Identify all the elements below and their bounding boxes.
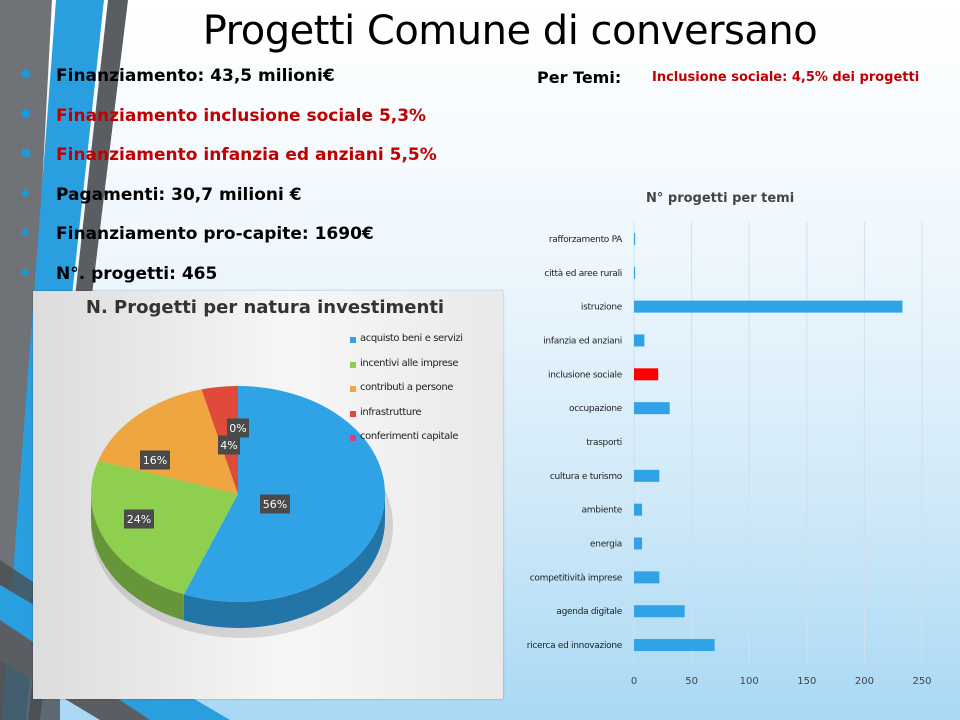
bullet-item: ◆ Finanziamento pro-capite: 1690€	[21, 224, 492, 264]
bar	[634, 300, 903, 313]
pie-legend-label: infrastrutture	[360, 406, 422, 418]
bullet-diamond-icon: ◆	[21, 264, 30, 278]
bullet-text: Pagamenti: 30,7 milioni €	[56, 184, 302, 205]
pie-data-label-box	[124, 509, 154, 529]
bar-category-label: competitività imprese	[530, 573, 623, 583]
bar-category-label: ambiente	[582, 506, 623, 516]
pie-data-label-text: 0%	[229, 422, 246, 435]
pie-data-label-text: 16%	[143, 454, 167, 467]
bullet-text: N°. progetti: 465	[56, 263, 218, 284]
pie-chart-title: N. Progetti per natura investimenti	[85, 297, 445, 318]
bullet-text: Finanziamento: 43,5 milioni€	[56, 66, 335, 86]
bullet-item: ◆ N°. progetti: 465	[21, 263, 492, 304]
pie-data-label: 16%	[140, 450, 170, 470]
bar-chart-title: N° progetti per temi	[646, 191, 795, 206]
bar-category-label: trasporti	[586, 438, 622, 448]
bar-category-label: ricerca ed innovazione	[527, 641, 623, 651]
bar-x-tick-label: 0	[631, 676, 637, 687]
bar	[634, 266, 636, 279]
pie-chart: 56% 24% 16% 4% 0%	[91, 386, 393, 638]
temi-label: Per Temi:	[537, 68, 622, 87]
bullet-item: ◆ Pagamenti: 30,7 milioni €	[21, 184, 492, 225]
bullet-text: Finanziamento infanzia ed anziani 5,5%	[56, 145, 437, 165]
bullet-square-icon	[22, 70, 30, 78]
bar-category-label: energia	[590, 540, 622, 550]
pie-slice	[91, 460, 238, 595]
bullet-square-icon	[22, 149, 30, 157]
pie-data-label-box	[227, 418, 249, 438]
pie-legend-swatch	[350, 435, 356, 441]
bar	[634, 537, 643, 550]
bar-category-label: città ed aree rurali	[544, 269, 622, 279]
pie-slice	[183, 386, 385, 602]
pie-data-label: 56%	[260, 494, 290, 514]
pie-legend-label: incentivi alle imprese	[360, 357, 459, 369]
bar	[634, 503, 643, 516]
bullet-diamond-icon: ◆	[21, 185, 30, 199]
pie-legend-swatch	[350, 361, 356, 368]
pie-legend-label: acquisto beni e servizi	[360, 333, 463, 344]
pie-data-label: 0%	[227, 418, 249, 438]
pie-chart-panel: 56% 24% 16% 4% 0% N. Progetti per natura inv…	[33, 291, 503, 699]
pie-data-label-box	[260, 494, 290, 514]
bar-x-tick-label: 100	[740, 676, 759, 687]
bar-x-tick-label: 250	[912, 676, 931, 687]
pie-legend-swatch	[350, 386, 356, 392]
pie-data-label-text: 4%	[220, 439, 237, 452]
bar	[634, 334, 645, 347]
pie-legend-label: conferimenti capitale	[360, 431, 458, 442]
temi-value: Inclusione sociale: 4,5% dei progetti	[652, 70, 920, 85]
pie-data-label: 4%	[218, 435, 240, 455]
bullet-text: Finanziamento pro-capite: 1690€	[56, 224, 374, 244]
bar-category-label: agenda digitale	[556, 607, 622, 617]
bar-x-tick-label: 50	[685, 676, 698, 687]
bar-x-tick-label: 150	[797, 676, 816, 687]
bullet-square-icon	[22, 109, 30, 118]
pie-legend-label: contributi a persone	[360, 382, 454, 393]
bullet-diamond-icon: ◆	[21, 225, 30, 238]
bullet-item: Finanziamento inclusione sociale 5,3%	[22, 106, 492, 146]
bar-category-label: rafforzamento PA	[549, 235, 623, 245]
pie-data-label-box	[218, 435, 240, 455]
bullet-list: Finanziamento: 43,5 milioni€ Finanziament…	[21, 66, 492, 304]
bullet-text: Finanziamento inclusione sociale 5,3%	[56, 105, 427, 126]
pie-slice-side	[91, 494, 184, 621]
bar	[634, 368, 659, 381]
bar	[634, 605, 685, 618]
pie-data-label-box	[140, 450, 170, 470]
bar-x-tick-label: 200	[855, 676, 874, 687]
bar	[634, 402, 670, 415]
pie-legend-swatch	[350, 410, 356, 417]
bar	[634, 469, 660, 482]
pie-slice	[98, 389, 238, 494]
bar-category-label: cultura e turismo	[550, 472, 623, 482]
bar	[634, 639, 715, 652]
pie-data-label: 24%	[124, 509, 154, 529]
bullet-item: Finanziamento infanzia ed anziani 5,5%	[22, 145, 492, 185]
pie-slice-side	[183, 494, 385, 628]
bar-category-label: occupazione	[569, 404, 623, 414]
bar-category-label: inclusione sociale	[548, 370, 623, 380]
bar	[634, 571, 660, 584]
pie-legend-swatch	[350, 337, 356, 343]
bar-category-label: infanzia ed anziani	[543, 336, 622, 346]
bar-category-label: istruzione	[581, 303, 623, 313]
slide-title: Progetti Comune di conversano	[202, 8, 818, 54]
bullet-item: Finanziamento: 43,5 milioni€	[22, 66, 492, 106]
pie-data-label-text: 24%	[127, 513, 151, 526]
bar	[634, 232, 636, 245]
pie-data-label-text: 56%	[263, 498, 287, 511]
